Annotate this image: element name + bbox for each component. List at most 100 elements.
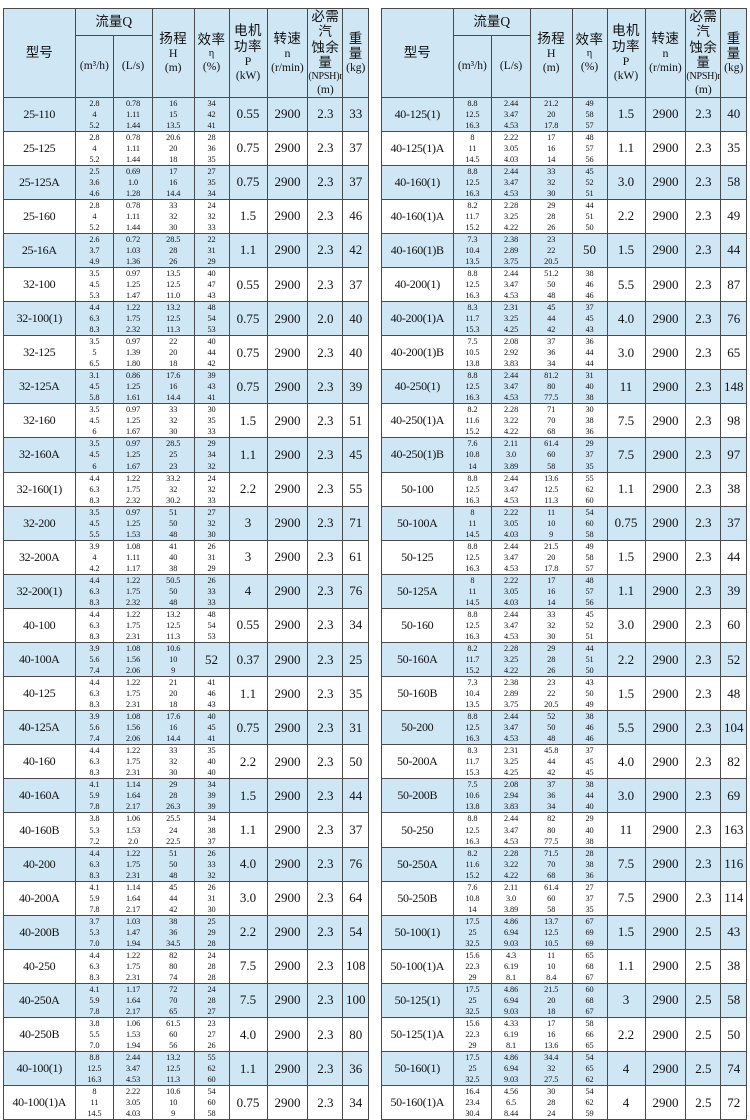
cell-flow-m3h: 3.8 5.5 7.0 [74,1017,115,1053]
cell-flow-m3h-line: 25 [468,927,477,937]
table-row: 40-160B 3.8 5.3 7.2 1.06 1.53 2.0 25.5 24 22.5 34 3… [3,812,369,848]
cell-flow-ls-line: 3.47 [504,177,519,187]
cell-flow-m3h-line: 4.4 [89,303,100,313]
cell-flow-m3h-line: 14.5 [465,597,480,607]
cell-flow-ls: 1.06 1.53 2.0 [113,812,153,848]
cell-motor-power: 4.0 [228,846,268,882]
cell-head-line: 25.5 [166,814,181,824]
cell-efficiency-line: 33 [207,586,216,596]
cell-motor-power: 4.0 [228,1017,268,1053]
cell-efficiency: 38 46 46 [571,710,608,746]
cell-head: 71 70 68 [529,403,573,439]
cell-efficiency-line: 33 [207,222,216,232]
cell-flow-ls-line: 4.53 [126,1075,141,1085]
table-row: 50-100 8.8 12.5 16.3 2.44 3.47 4.53 13.6 12.5 11.… [381,471,747,507]
cell-head-line: 20 [169,348,178,358]
cell-efficiency-line: 38 [585,268,594,278]
cell-flow-m3h-line: 17.5 [465,984,480,994]
cell-efficiency-line: 26 [207,1041,216,1051]
cell-efficiency-line: 38 [585,859,594,869]
cell-head: 33 32 30 [529,607,573,644]
cell-motor-power: 4 [606,1051,646,1087]
cell-flow-m3h-line: 8 [470,575,475,585]
cell-efficiency: 29 34 32 [193,437,230,473]
cell-flow-m3h-line: 8.2 [467,848,478,858]
table-row: 32-200(1) 4.4 6.3 8.3 1.22 1.75 2.32 50.5 50 48 26… [3,573,369,609]
cell-flow-m3h: 4.4 6.3 8.3 [74,471,115,507]
cell-flow-ls-line: 0.86 [126,371,141,381]
cell-npsh: 2.3 [685,573,722,609]
cell-flow-m3h: 17.5 25 32.5 [452,1051,493,1087]
cell-efficiency-line: 43 [207,382,216,392]
cell-flow-ls-line: 1.22 [126,609,141,619]
cell-flow-m3h-line: 3.5 [89,337,100,347]
cell-efficiency-line: 38 [585,712,594,722]
cell-speed: 2900 [644,505,687,541]
cell-efficiency-line: 44 [585,359,594,369]
cell-flow-ls: 2.31 3.25 4.25 [491,301,531,337]
cell-weight: 54 [342,914,369,950]
cell-flow-ls-line: 0.78 [126,132,141,142]
cell-head-line: 26 [547,666,556,676]
cell-flow-m3h-line: 10.6 [465,791,480,801]
table-row: 50-100(1) 17.5 25 32.5 4.86 6.94 9.03 13.7 12.5 1… [381,914,747,950]
cell-flow-m3h-line: 15.2 [465,666,480,676]
cell-head: 21.5 20 17.8 [529,539,573,575]
header-npsh-unit: (m) [695,83,712,96]
cell-model: 40-160(1)B [381,232,454,268]
table-row: 50-250B 7.6 10.8 14 2.11 3.0 3.89 61.4 60 58 27 37 3… [381,880,747,916]
cell-flow-ls-line: 2.31 [126,972,141,982]
cell-npsh: 2.3 [307,710,344,746]
cell-npsh: 2.3 [685,812,722,848]
cell-flow-m3h: 3.5 4.5 5.5 [74,505,115,541]
cell-head: 50.5 50 48 [151,573,195,609]
cell-efficiency-line: 33 [207,859,216,869]
cell-speed: 2900 [644,369,687,405]
cell-flow-m3h-line: 6.5 [89,359,100,369]
cell-flow-m3h-line: 10.4 [465,689,480,699]
cell-head-line: 20.5 [544,256,559,266]
cell-npsh: 2.3 [307,1017,344,1053]
cell-flow-m3h-line: 13.5 [465,256,480,266]
cell-npsh: 2.3 [307,335,344,371]
cell-flow-ls: 2.22 3.05 4.03 [491,130,531,166]
cell-flow-ls-line: 4.22 [504,427,519,437]
cell-efficiency: 58 66 65 [571,1017,608,1053]
cell-efficiency-line: 65 [585,1041,594,1051]
cell-flow-m3h: 8.8 12.5 16.3 [452,812,493,848]
table-row: 40-125(1)A 8 11 14.5 2.22 3.05 4.03 17 16 14 48 57 5… [381,130,747,166]
cell-flow-ls-line: 2.31 [126,768,141,778]
cell-head: 16 15 13.5 [151,96,195,132]
cell-head-line: 32 [169,757,178,767]
cell-efficiency-line: 54 [585,1053,594,1063]
cell-speed: 2900 [266,744,309,780]
header-speed-sym: n [284,46,291,61]
cell-flow-ls-line: 1.44 [126,120,141,130]
cell-weight: 98 [720,403,747,439]
cell-head: 71.5 70 68 [529,846,573,882]
cell-flow-ls: 0.78 1.11 1.44 [113,198,153,234]
cell-flow-m3h-line: 4 [92,552,97,562]
cell-head: 11 10 8.4 [529,948,573,984]
cell-flow-ls-line: 1.25 [126,416,141,426]
cell-flow-ls-line: 3.05 [126,1098,141,1108]
cell-head: 21 20 18 [151,676,195,712]
cell-weight: 42 [342,232,369,268]
cell-flow-m3h-line: 16.3 [465,836,480,846]
table-row: 40-200B 3.7 5.3 7.0 1.03 1.47 1.94 38 36 34.5 25 29… [3,914,369,950]
cell-efficiency-line: 31 [207,552,216,562]
cell-flow-m3h-line: 7.3 [467,678,478,688]
cell-efficiency: 30 35 33 [193,403,230,439]
cell-model: 40-200(1)B [381,335,454,371]
table-row: 50-250A 8.2 11.6 15.2 2.28 3.22 4.22 71.5 70 68 28… [381,846,747,882]
cell-motor-power: 5.5 [606,266,646,303]
cell-flow-m3h-line: 8.3 [89,768,100,778]
cell-motor-power: 2.2 [228,744,268,780]
cell-npsh: 2.3 [307,437,344,473]
cell-model: 32-160A [3,437,76,473]
cell-flow-ls-line: 3.05 [504,518,519,528]
cell-head: 51 50 48 [151,846,195,882]
cell-flow-ls-line: 2.38 [504,234,519,244]
cell-flow-ls: 1.22 1.75 2.31 [113,744,153,780]
cell-model: 50-160B [381,676,454,712]
